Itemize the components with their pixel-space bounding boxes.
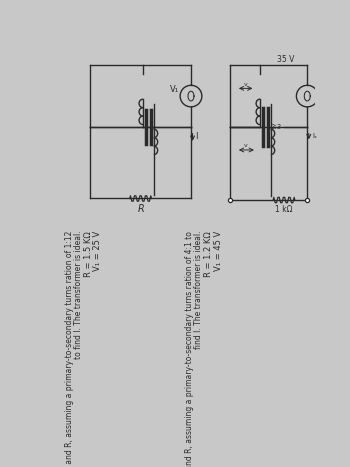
Text: V₁: V₁ <box>169 85 178 94</box>
Text: 7-5 Use the following values of V₁ and R, assuming a primary-to-secondary turns : 7-5 Use the following values of V₁ and R… <box>185 231 194 467</box>
Text: R: R <box>137 204 144 214</box>
Text: R = 1.2 KΩ: R = 1.2 KΩ <box>204 231 214 276</box>
Text: find I. The transformer is ideal.: find I. The transformer is ideal. <box>194 231 203 349</box>
Text: R = 1.5 KΩ: R = 1.5 KΩ <box>84 231 93 276</box>
Text: 1 kΩ: 1 kΩ <box>275 205 293 214</box>
Text: v: v <box>243 82 247 87</box>
Text: 7-6 Use the following values of V₁ and R, assuming a primary-to-secondary turns : 7-6 Use the following values of V₁ and R… <box>65 231 74 467</box>
Text: to find I. The transformer is ideal.: to find I. The transformer is ideal. <box>74 231 83 360</box>
Text: 2:3: 2:3 <box>270 124 281 130</box>
Text: 35 V: 35 V <box>278 55 295 64</box>
Text: V₁ = 25 V: V₁ = 25 V <box>93 231 103 271</box>
Text: I: I <box>195 132 197 142</box>
Text: Iₐ: Iₐ <box>312 133 317 139</box>
Text: V₁ = 45 V: V₁ = 45 V <box>214 231 223 271</box>
Text: v: v <box>244 143 248 149</box>
